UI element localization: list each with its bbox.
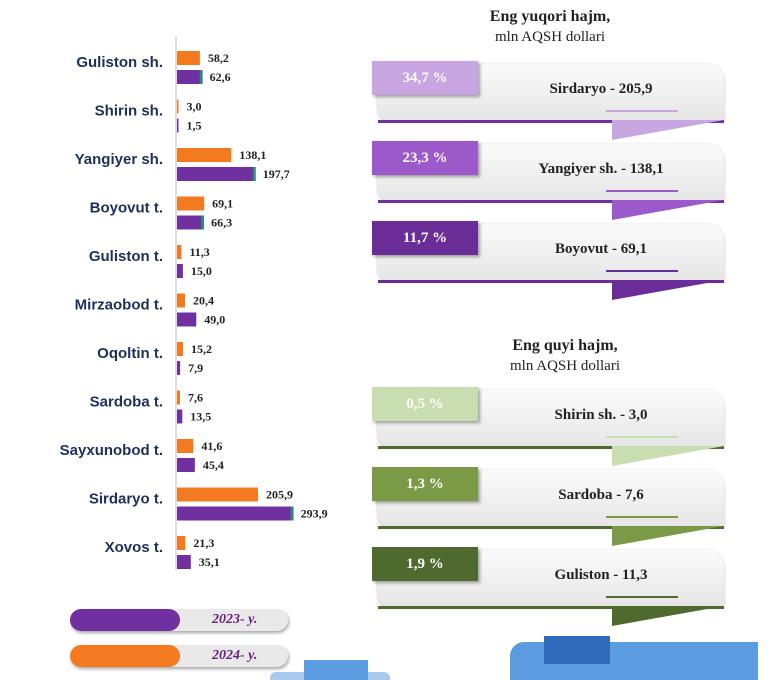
legend-2023-swatch: [70, 609, 180, 631]
bar-edge-yangiyer-sh: [252, 167, 256, 181]
value-label-guliston-sh-2023: 62,6: [210, 70, 231, 84]
top-card-2-pct: 23,3 %: [372, 141, 478, 175]
category-label-sirdaryo-t: Sirdaryo t.: [89, 491, 163, 508]
bottom-panel-heading: Eng quyi hajm, mln AQSH dollari: [415, 337, 715, 375]
bar-edge-boyovut-t: [201, 215, 205, 230]
bar-yangiyer-sh-2023: [177, 167, 255, 181]
bottom-card-2-name: Sardoba - 7,6: [558, 487, 644, 503]
category-label-yangiyer-sh: Yangiyer sh.: [75, 151, 163, 168]
card-decor-line: [606, 436, 678, 438]
card-decor-line: [606, 270, 678, 272]
value-label-oqoltin-t-2024: 15,2: [191, 342, 212, 356]
bottom-card-3-name: Guliston - 11,3: [554, 567, 648, 583]
value-label-mirzaobod-t-2023: 49,0: [204, 313, 225, 327]
category-label-oqoltin-t: Oqoltin t.: [97, 345, 163, 362]
card-decor-line: [606, 190, 678, 192]
card-underline: [378, 606, 724, 609]
category-label-shirin-sh: Shirin sh.: [95, 103, 163, 120]
bar-sirdaryo-t-2023: [177, 506, 293, 521]
card-underline: [378, 200, 724, 203]
value-label-sirdaryo-t-2023: 293,9: [301, 507, 328, 521]
bottom-card-1-name: Shirin sh. - 3,0: [554, 407, 648, 423]
card-underline: [378, 120, 724, 123]
bottom-panel-title: Eng quyi hajm,: [512, 337, 618, 354]
card-underline: [378, 280, 724, 283]
bar-edge-guliston-sh: [199, 70, 203, 84]
bar-sardoba-t-2023: [177, 409, 183, 424]
bar-oqoltin-t-2024: [177, 342, 183, 356]
bar-mirzaobod-t-2023: [177, 312, 197, 327]
bar-mirzaobod-t-2024: [177, 293, 186, 308]
bar-guliston-t-2024: [177, 245, 182, 259]
legend-2024-label: 2024- y.: [212, 648, 258, 663]
category-label-xovos-t: Xovos t.: [105, 539, 163, 556]
value-label-guliston-sh-2024: 58,2: [208, 51, 229, 65]
bar-xovos-t-2024: [177, 536, 186, 550]
bottom-panel-subtitle: mln AQSH dollari: [509, 358, 620, 374]
bar-shirin-sh-2023: [177, 118, 179, 133]
value-label-guliston-t-2023: 15,0: [191, 264, 212, 278]
value-label-yangiyer-sh-2023: 197,7: [263, 167, 290, 181]
bar-guliston-sh-2024: [177, 51, 200, 65]
decor-shape: [304, 660, 368, 680]
bottom-card-2-pct: 1,3 %: [372, 467, 478, 501]
top-card-3-pct: 11,7 %: [372, 221, 478, 255]
top-card-1-name: Sirdaryo - 205,9: [549, 81, 653, 97]
card-decor-line: [606, 110, 678, 112]
bar-sayxunobod-t-2023: [177, 458, 195, 472]
value-label-oqoltin-t-2023: 7,9: [188, 361, 203, 375]
legend-2024-swatch: [70, 645, 180, 667]
category-label-sardoba-t: Sardoba t.: [90, 394, 163, 411]
bar-oqoltin-t-2023: [177, 361, 181, 375]
bar-edge-sirdaryo-t: [290, 506, 294, 521]
top-panel-heading: Eng yuqori hajm, mln AQSH dollari: [400, 8, 700, 46]
value-label-mirzaobod-t-2024: 20,4: [193, 294, 214, 308]
value-label-sirdaryo-t-2024: 205,9: [266, 488, 293, 502]
legend-2023-label: 2023- y.: [212, 612, 258, 627]
value-label-shirin-sh-2024: 3,0: [187, 100, 202, 114]
bar-guliston-t-2023: [177, 264, 183, 278]
value-label-boyovut-t-2024: 69,1: [212, 197, 233, 211]
decor-shape: [544, 636, 610, 664]
bar-sirdaryo-t-2024: [177, 487, 258, 502]
value-label-sardoba-t-2024: 7,6: [188, 391, 203, 405]
top-card-3-name: Boyovut - 69,1: [554, 241, 648, 257]
value-label-xovos-t-2024: 21,3: [193, 536, 214, 550]
category-label-guliston-sh: Guliston sh.: [76, 54, 163, 71]
bar-xovos-t-2023: [177, 555, 191, 569]
legend-2024: 2024- y.: [70, 645, 288, 667]
bar-boyovut-t-2024: [177, 196, 205, 211]
value-label-sayxunobod-t-2023: 45,4: [203, 458, 224, 472]
category-label-guliston-t: Guliston t.: [89, 248, 163, 265]
top-panel-subtitle: mln AQSH dollari: [494, 29, 605, 45]
category-label-mirzaobod-t: Mirzaobod t.: [75, 297, 163, 314]
value-label-guliston-t-2024: 11,3: [189, 245, 209, 259]
legend-2023: 2023- y.: [70, 609, 288, 631]
card-underline: [378, 446, 724, 449]
bar-guliston-sh-2023: [177, 70, 202, 84]
bottom-card-1-pct: 0,5 %: [372, 387, 478, 421]
bar-sardoba-t-2024: [177, 390, 180, 405]
bar-boyovut-t-2023: [177, 215, 204, 230]
value-label-boyovut-t-2023: 66,3: [211, 216, 232, 230]
category-label-boyovut-t: Boyovut t.: [90, 200, 163, 217]
value-label-shirin-sh-2023: 1,5: [187, 119, 202, 133]
value-label-sardoba-t-2023: 13,5: [190, 410, 211, 424]
card-decor-line: [606, 516, 678, 518]
bar-yangiyer-sh-2024: [177, 148, 232, 162]
card-underline: [378, 526, 724, 529]
category-label-sayxunobod-t: Sayxunobod t.: [60, 442, 163, 459]
bottom-card-3-pct: 1,9 %: [372, 547, 478, 581]
top-card-2-name: Yangiyer sh. - 138,1: [538, 161, 664, 177]
top-panel-title: Eng yuqori hajm,: [489, 8, 611, 25]
value-label-sayxunobod-t-2024: 41,6: [201, 439, 222, 453]
top-card-1-pct: 34,7 %: [372, 61, 478, 95]
bar-shirin-sh-2024: [177, 99, 179, 114]
value-label-yangiyer-sh-2024: 138,1: [239, 148, 266, 162]
card-decor-line: [606, 596, 678, 598]
value-label-xovos-t-2023: 35,1: [199, 555, 220, 569]
bar-sayxunobod-t-2024: [177, 439, 194, 453]
